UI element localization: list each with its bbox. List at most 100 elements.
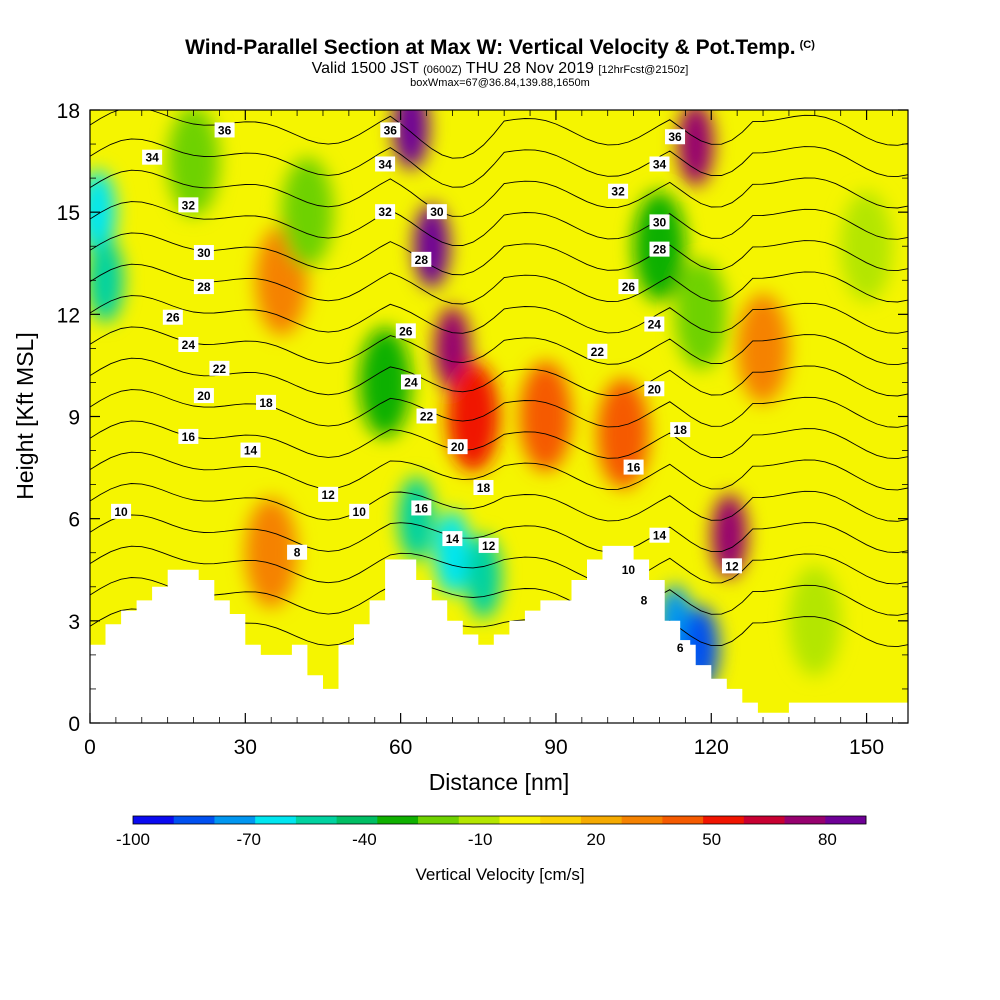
contour-label-14: 10 [349, 503, 370, 519]
isentrope-10 [90, 514, 908, 554]
colorbar-segment-3 [255, 816, 297, 824]
terrain-profile [90, 545, 908, 723]
colorbar-segment-14 [703, 816, 745, 824]
contour-label-25: 18 [473, 480, 494, 496]
contour-label-40: 14 [649, 527, 670, 543]
velocity-feature-23 [167, 110, 220, 217]
velocity-feature-5 [711, 493, 748, 578]
svg-text:18: 18 [674, 423, 688, 437]
isentrope-16 [90, 420, 908, 460]
svg-text:6: 6 [677, 641, 684, 655]
colorbar-segment-12 [621, 816, 663, 824]
contour-label-11: 14 [240, 442, 261, 458]
svg-text:10: 10 [622, 563, 636, 577]
contour-label-9: 18 [256, 394, 277, 410]
colorbar-tick-label: 50 [702, 830, 721, 849]
contour-label-22: 24 [400, 374, 421, 390]
isentrope-30 [90, 201, 908, 246]
svg-text:26: 26 [166, 311, 180, 325]
x-tick-label: 150 [849, 736, 884, 759]
colorbar: -100 -70 -40 -10 20 50 80 [116, 815, 867, 849]
contour-label-10: 16 [178, 428, 199, 444]
y-tick-label: 15 [57, 202, 80, 225]
velocity-feature-8 [245, 497, 298, 608]
contour-label-5: 26 [162, 309, 183, 325]
colorbar-segment-10 [540, 816, 582, 824]
contour-label-30: 22 [587, 343, 608, 359]
svg-text:36: 36 [384, 123, 398, 137]
svg-text:16: 16 [182, 430, 196, 444]
isentrope-12 [90, 483, 908, 522]
contour-label-18: 32 [375, 204, 396, 220]
colorbar-segment-11 [580, 816, 623, 824]
svg-text:30: 30 [430, 205, 444, 219]
contour-label-8: 20 [193, 388, 214, 404]
contour-label-32: 34 [649, 156, 670, 172]
y-tick-label: 18 [57, 100, 80, 123]
colorbar-segment-9 [499, 816, 541, 824]
velocity-feature-4 [677, 110, 714, 187]
svg-text:22: 22 [213, 362, 227, 376]
contour-label-13: 10 [111, 503, 132, 519]
isentrope-6 [90, 577, 908, 616]
svg-text:18: 18 [259, 396, 273, 410]
contour-label-29: 32 [608, 183, 629, 199]
colorbar-segment-5 [336, 816, 378, 824]
colorbar-segment-8 [458, 816, 500, 824]
velocity-feature-22 [840, 191, 893, 302]
contour-label-24: 20 [447, 439, 468, 455]
svg-text:14: 14 [653, 529, 667, 543]
contour-label-26: 16 [411, 500, 432, 516]
chart-title: Wind-Parallel Section at Max W: Vertical… [185, 36, 815, 59]
svg-text:20: 20 [197, 389, 211, 403]
y-tick-label: 0 [68, 713, 80, 736]
velocity-feature-24 [737, 293, 790, 404]
colorbar-title: Vertical Velocity [cm/s] [415, 865, 584, 884]
contour-label-37: 20 [644, 381, 665, 397]
y-axis-title: Height [Kft MSL] [12, 332, 38, 499]
svg-text:14: 14 [446, 532, 460, 546]
contour-label-27: 14 [442, 531, 463, 547]
svg-text:8: 8 [294, 546, 301, 560]
colorbar-tick-label: -10 [468, 830, 493, 849]
colorbar-segment-4 [295, 816, 338, 824]
colorbar-segment-13 [662, 816, 704, 824]
contour-label-4: 28 [193, 279, 214, 295]
colorbar-segment-1 [173, 816, 215, 824]
svg-text:30: 30 [653, 215, 667, 229]
contour-label-33: 30 [649, 214, 670, 230]
velocity-feature-10 [90, 170, 116, 255]
y-tick-label: 6 [68, 509, 80, 532]
contour-label-21: 26 [395, 323, 416, 339]
y-tick-label: 12 [57, 304, 80, 327]
contour-label-3: 30 [193, 245, 214, 261]
colorbar-tick-label: -100 [116, 830, 150, 849]
contour-label-41: 12 [721, 558, 742, 574]
isentrope-8 [90, 545, 908, 585]
svg-text:26: 26 [399, 324, 413, 338]
y-tick-label: 9 [68, 407, 80, 430]
svg-text:30: 30 [197, 246, 211, 260]
svg-text:22: 22 [420, 410, 434, 424]
svg-text:36: 36 [218, 123, 232, 137]
velocity-feature-3 [447, 361, 500, 472]
velocity-feature-1 [413, 204, 450, 289]
colorbar-segment-15 [743, 816, 785, 824]
x-axis-title: Distance [nm] [429, 769, 570, 795]
svg-text:26: 26 [622, 280, 636, 294]
svg-text:28: 28 [197, 280, 211, 294]
svg-text:18: 18 [477, 481, 491, 495]
svg-text:10: 10 [353, 505, 367, 519]
contour-label-42: 10 [618, 561, 639, 577]
contour-label-23: 22 [416, 408, 437, 424]
svg-text:36: 36 [668, 130, 682, 144]
x-tick-label: 30 [234, 736, 257, 759]
contour-label-15: 8 [287, 544, 308, 560]
isentrope-14 [90, 451, 908, 491]
x-tick-label: 60 [389, 736, 412, 759]
svg-text:34: 34 [145, 151, 159, 165]
contour-label-38: 18 [670, 422, 691, 438]
velocity-feature-17 [281, 157, 334, 268]
